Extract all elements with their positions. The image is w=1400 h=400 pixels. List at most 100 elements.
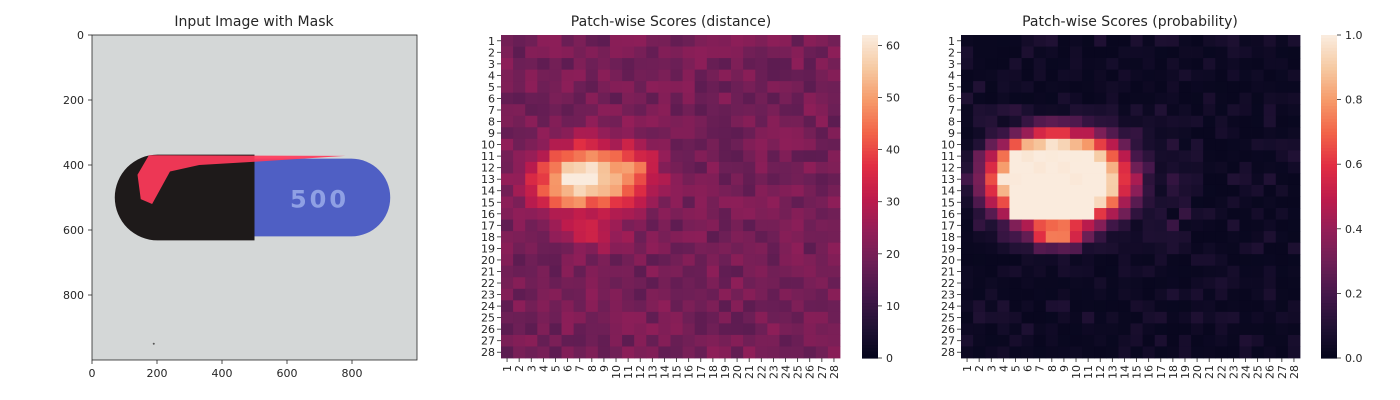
heatmap-cell (1166, 81, 1180, 94)
heatmap-xtick-label: 27 (1276, 365, 1289, 379)
heatmap-cell (791, 196, 805, 209)
heatmap-cell (1021, 138, 1035, 151)
heatmap-cell (1106, 92, 1119, 105)
colorbar-segment (1321, 51, 1337, 55)
heatmap-cell (985, 288, 998, 301)
heatmap-cell (779, 265, 792, 278)
heatmap-cell (1142, 58, 1156, 71)
heatmap-cell (1106, 138, 1119, 151)
heatmap-cell (1215, 184, 1228, 197)
heatmap-cell (1021, 254, 1035, 267)
heatmap-cell (1118, 254, 1131, 267)
heatmap-cell (718, 346, 732, 359)
heatmap-cell (1251, 277, 1265, 290)
heatmap-cell (1178, 277, 1192, 290)
heatmap-cell (537, 115, 550, 128)
heatmap-xtick-label: 16 (1143, 365, 1156, 379)
heatmap-cell (1069, 242, 1083, 255)
colorbar-segment (862, 86, 878, 91)
heatmap-cell (791, 277, 805, 290)
heatmap-cell (1130, 104, 1144, 117)
heatmap-cell (961, 115, 974, 128)
colorbar-segment (1321, 261, 1337, 265)
heatmap-cell (1239, 58, 1252, 71)
heatmap-cell (755, 81, 768, 94)
heatmap-cell (573, 277, 587, 290)
heatmap-cell (973, 150, 986, 163)
heatmap-cell (1142, 104, 1156, 117)
heatmap-cell (1069, 69, 1083, 82)
heatmap-cell (1009, 254, 1022, 267)
heatmap-cell (1275, 208, 1289, 220)
heatmap-cell (743, 184, 756, 197)
heatmap-cell (1033, 288, 1047, 301)
heatmap-cell (622, 231, 635, 244)
heatmap-ytick-label: 3 (488, 58, 495, 71)
heatmap-cell (1094, 104, 1107, 117)
heatmap-cell (658, 277, 671, 290)
colorbar-segment (1321, 144, 1337, 149)
heatmap-cell (997, 208, 1010, 220)
heatmap-cell (501, 219, 514, 232)
heatmap-cell (1118, 219, 1131, 232)
heatmap-cell (1178, 104, 1192, 117)
heatmap-cell (718, 184, 732, 197)
heatmap-cell (1130, 346, 1144, 359)
heatmap-cell (1191, 334, 1204, 347)
heatmap-cell (525, 334, 538, 347)
heatmap-cell (767, 300, 780, 313)
heatmap-cell (743, 300, 756, 313)
heatmap-cell (1045, 69, 1059, 82)
heatmap-cell (525, 323, 538, 336)
heatmap-cell (1057, 323, 1071, 336)
heatmap-cell (682, 81, 696, 94)
heatmap-cell (791, 254, 805, 267)
heatmap-cell (585, 254, 599, 267)
heatmap-cell (1239, 138, 1252, 151)
heatmap-cell (634, 35, 647, 47)
colorbar-segment (862, 173, 878, 178)
heatmap-cell (585, 138, 599, 151)
heatmap-cell (585, 46, 599, 59)
heatmap-cell (791, 173, 805, 186)
heatmap-cell (803, 173, 817, 186)
heatmap-cell (1251, 69, 1265, 82)
heatmap-cell (1154, 231, 1168, 244)
colorbar-segment (862, 209, 878, 214)
heatmap-cell (561, 300, 575, 313)
heatmap-cell (658, 219, 671, 232)
heatmap-cell (1057, 46, 1071, 59)
heatmap-cell (1118, 231, 1131, 244)
heatmap-cell (1045, 138, 1059, 151)
heatmap-cell (1057, 311, 1071, 324)
heatmap-cell (1191, 161, 1204, 174)
heatmap-cell (1191, 81, 1204, 94)
heatmap-cell (803, 334, 817, 347)
heatmap-cell (731, 323, 744, 336)
heatmap-cell (682, 311, 696, 324)
colorbar-segment (862, 186, 878, 191)
heatmap-cell (670, 300, 684, 313)
heatmap-cell (791, 104, 805, 117)
heatmap-cell (1009, 161, 1022, 174)
heatmap-cell (1082, 138, 1095, 151)
colorbar-segment (862, 115, 878, 120)
heatmap-ytick-label: 16 (941, 208, 955, 221)
heatmap-cell (1009, 184, 1022, 197)
heatmap-cell (803, 277, 817, 290)
heatmap-cell (1227, 92, 1240, 105)
heatmap-cell (634, 196, 647, 209)
colorbar-segment (862, 99, 878, 104)
heatmap-cell (1178, 115, 1192, 128)
heatmap-cell (682, 323, 696, 336)
heatmap-cell (791, 127, 805, 140)
image-ytick-label: 800 (63, 289, 84, 302)
heatmap-cell (1251, 254, 1265, 267)
heatmap-xtick-label: 20 (731, 365, 744, 379)
colorbar-segment (1321, 316, 1337, 320)
heatmap-cell (573, 92, 587, 105)
heatmap-cell (755, 300, 768, 313)
heatmap-cell (1215, 161, 1228, 174)
heatmap-ytick-label: 10 (941, 139, 955, 152)
